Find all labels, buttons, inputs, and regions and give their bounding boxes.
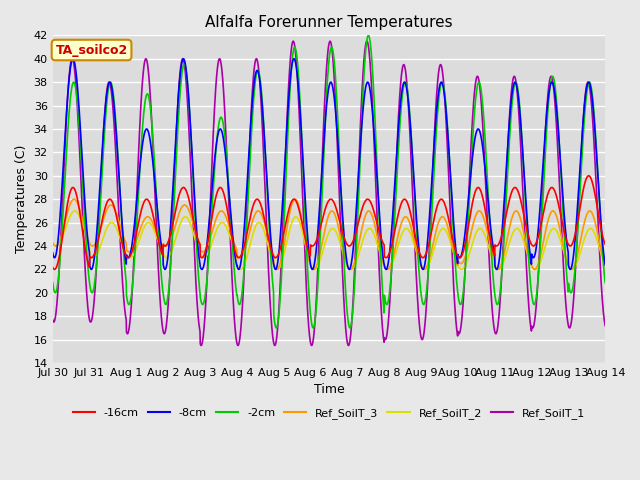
Title: Alfalfa Forerunner Temperatures: Alfalfa Forerunner Temperatures [205,15,452,30]
X-axis label: Time: Time [314,384,344,396]
Text: TA_soilco2: TA_soilco2 [56,44,127,57]
Y-axis label: Temperatures (C): Temperatures (C) [15,145,28,253]
Legend: -16cm, -8cm, -2cm, Ref_SoilT_3, Ref_SoilT_2, Ref_SoilT_1: -16cm, -8cm, -2cm, Ref_SoilT_3, Ref_Soil… [68,403,589,423]
